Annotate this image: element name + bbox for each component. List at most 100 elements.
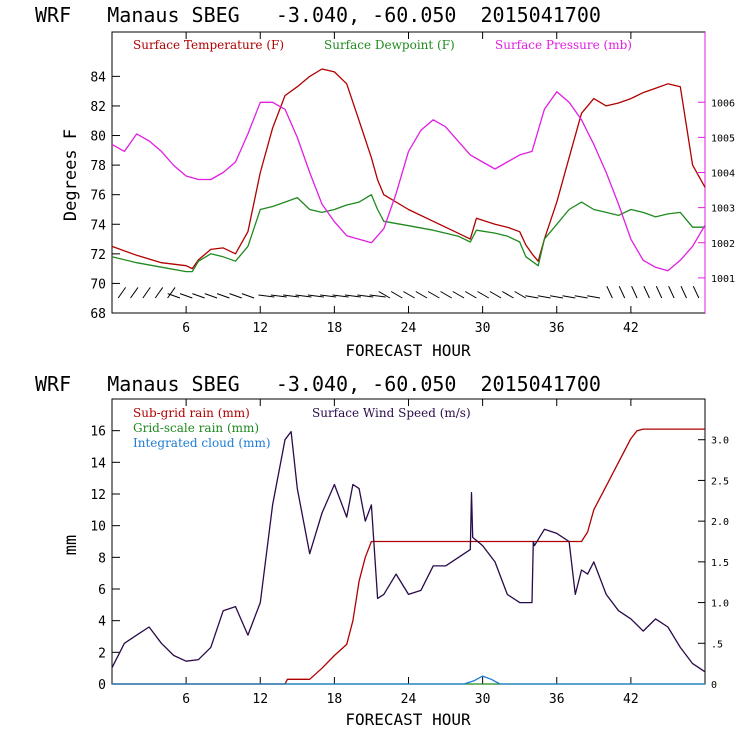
legend-surface-temperature: Surface Temperature (F) — [133, 38, 284, 52]
wind-barb — [550, 295, 564, 299]
wind-barb — [668, 285, 675, 299]
legend-surface-pressure: Surface Pressure (mb) — [495, 38, 632, 52]
panel1-x-label: FORECAST HOUR — [345, 341, 471, 360]
panel1-x-tick-label: 6 — [182, 321, 190, 336]
panel2-y-tick-label: 6 — [98, 583, 106, 598]
wind-barb — [357, 294, 374, 298]
wind-barb — [390, 291, 403, 299]
series-line-surface-temperature — [111, 68, 706, 270]
wind-barb — [643, 285, 650, 299]
wind-barb — [117, 287, 127, 299]
panel2-x-label: FORECAST HOUR — [345, 710, 471, 729]
panel2-x-tick-label: 18 — [327, 692, 343, 707]
panel1-y-label: Degrees F — [61, 129, 81, 221]
panel2-y2-tick-label: 1.0 — [711, 599, 729, 610]
panel2-x-tick-label: 42 — [623, 692, 639, 707]
panel1-x-tick-label: 30 — [475, 321, 491, 336]
panel1-y2-tick-label: 1006 — [711, 98, 735, 109]
wind-barb — [179, 293, 193, 299]
wind-barb — [283, 294, 300, 298]
panel1-y-tick-label: 78 — [90, 159, 106, 174]
legend-sub-grid-rain: Sub-grid rain (mm) — [133, 406, 250, 420]
panel2-y-tick-label: 8 — [98, 551, 106, 566]
panel2-x-tick-label: 36 — [549, 692, 565, 707]
panel2-y-tick-label: 14 — [90, 456, 106, 471]
panel2-y2-tick-label: 3.0 — [711, 436, 729, 447]
panel1-y2-tick-label: 1001 — [711, 274, 735, 285]
panel2-title: WRF Manaus SBEG -3.040, -60.050 20150417… — [35, 372, 601, 396]
wind-barb — [307, 294, 324, 298]
wind-barb — [154, 287, 164, 299]
panel-temperature: WRF Manaus SBEG -3.040, -60.050 20150417… — [35, 3, 735, 360]
wind-barb — [452, 291, 465, 299]
panel1-title: WRF Manaus SBEG -3.040, -60.050 20150417… — [35, 3, 601, 27]
panel2-x-tick-label: 12 — [252, 692, 268, 707]
legend-grid-scale-rain: Grid-scale rain (mm) — [133, 421, 259, 435]
wind-barb — [618, 285, 626, 299]
panel2-y2-tick-label: 2.0 — [711, 517, 729, 528]
wind-barb — [344, 294, 361, 298]
wind-barbs — [117, 285, 700, 299]
wind-barb — [606, 285, 613, 299]
panel-precipitation: WRF Manaus SBEG -3.040, -60.050 20150417… — [35, 372, 729, 729]
panel2-x-tick-label: 6 — [182, 692, 190, 707]
panel1-y2-tick-label: 1005 — [711, 133, 735, 144]
panel2-y-tick-label: 2 — [98, 646, 106, 661]
wind-barb — [631, 285, 638, 299]
series-line-surface-wind-speed — [111, 430, 706, 673]
wind-barb — [378, 291, 391, 299]
wind-barb — [562, 295, 576, 299]
wind-barb — [440, 291, 452, 299]
panel1-y-tick-label: 70 — [90, 277, 106, 292]
wind-barb — [403, 291, 415, 299]
wind-barb — [167, 293, 181, 299]
wind-barb — [574, 295, 588, 299]
panel1-y-tick-label: 68 — [90, 307, 106, 322]
wind-barb — [427, 291, 440, 299]
wind-barb — [537, 295, 551, 299]
panel1-x-tick-label: 36 — [549, 321, 565, 336]
wind-barb — [192, 293, 205, 299]
legend-integrated-cloud: Integrated cloud (mm) — [133, 436, 271, 450]
wind-barb — [216, 293, 230, 299]
panel1-x-tick-label: 12 — [252, 321, 268, 336]
wind-barb — [464, 291, 477, 299]
panel1-y-tick-label: 82 — [90, 100, 106, 115]
panel2-y-label: mm — [61, 535, 81, 555]
panel1-x-tick-label: 42 — [623, 321, 639, 336]
wind-barb — [167, 287, 176, 299]
wind-barb — [142, 287, 151, 299]
panel2-y2-tick-label: 0 — [711, 680, 717, 691]
panel2-y-tick-label: 0 — [98, 678, 106, 693]
series-line-surface-pressure — [111, 91, 706, 272]
wind-barb — [525, 295, 539, 299]
series-line-surface-dewpoint — [111, 194, 705, 273]
wind-barb — [320, 294, 337, 298]
panel1-y-tick-label: 74 — [90, 218, 106, 233]
series-line-integrated-cloud — [112, 675, 705, 685]
wind-barb — [241, 293, 255, 299]
wind-barb — [655, 285, 663, 299]
panel2-y-tick-label: 12 — [90, 488, 106, 503]
panel2-y-tick-label: 4 — [98, 615, 106, 630]
panel2-y2-tick-label: 2.5 — [711, 476, 729, 487]
wind-barb — [692, 285, 700, 299]
panel1-y-tick-label: 72 — [90, 248, 106, 263]
panel2-x-tick-label: 30 — [475, 692, 491, 707]
wind-barb — [489, 291, 502, 299]
panel2-x-tick-label: 24 — [401, 692, 417, 707]
wind-barb — [680, 285, 687, 299]
wind-barb — [514, 291, 527, 299]
wind-barb — [477, 291, 490, 299]
series-line-sub-grid-rain — [112, 428, 705, 685]
wind-barb — [130, 287, 139, 299]
legend-surface-dewpoint: Surface Dewpoint (F) — [324, 38, 455, 52]
legend-surface-wind-speed: Surface Wind Speed (m/s) — [312, 406, 471, 420]
panel1-x-tick-label: 18 — [327, 321, 343, 336]
wind-barb — [502, 291, 514, 299]
wind-barb — [204, 293, 218, 299]
panel2-y-tick-label: 10 — [90, 520, 106, 535]
panel1-x-tick-label: 24 — [401, 321, 417, 336]
wind-barb — [258, 294, 275, 298]
